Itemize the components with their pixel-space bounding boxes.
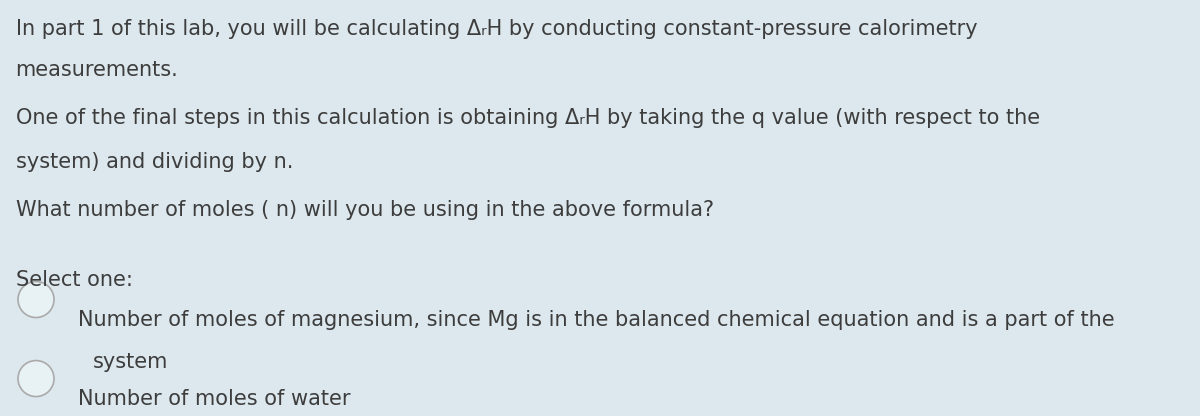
Text: measurements.: measurements. xyxy=(16,60,179,80)
Text: Select one:: Select one: xyxy=(16,270,132,290)
Text: Number of moles of water: Number of moles of water xyxy=(78,389,350,409)
Text: system: system xyxy=(92,352,168,371)
Text: What number of moles ( n) will you be using in the above formula?: What number of moles ( n) will you be us… xyxy=(16,200,714,220)
Text: system) and dividing by n.: system) and dividing by n. xyxy=(16,152,293,172)
Text: Number of moles of magnesium, since Mg is in the balanced chemical equation and : Number of moles of magnesium, since Mg i… xyxy=(78,310,1115,330)
Text: In part 1 of this lab, you will be calculating ΔᵣH by conducting constant-pressu: In part 1 of this lab, you will be calcu… xyxy=(16,19,977,39)
Ellipse shape xyxy=(18,361,54,396)
Ellipse shape xyxy=(18,282,54,317)
Text: One of the final steps in this calculation is obtaining ΔᵣH by taking the q valu: One of the final steps in this calculati… xyxy=(16,108,1039,128)
